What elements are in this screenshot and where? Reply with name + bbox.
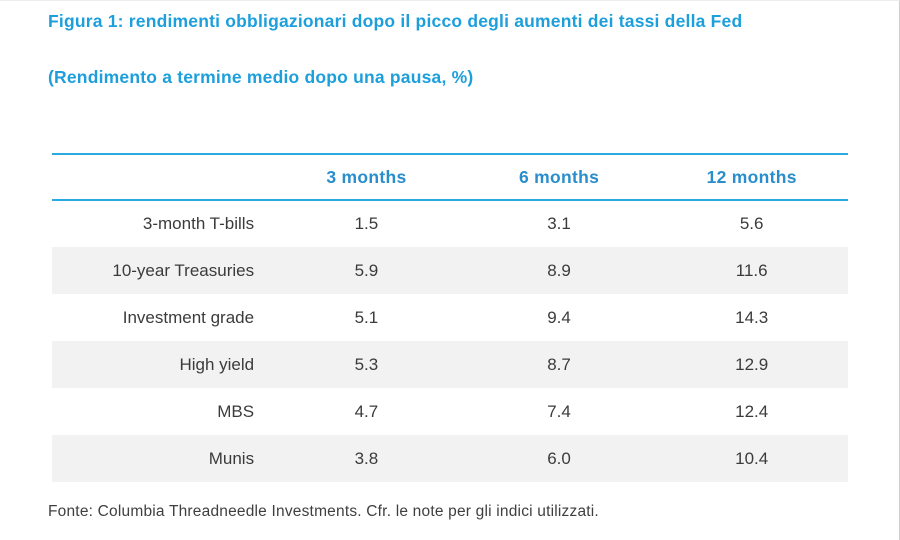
row-label: 3-month T-bills <box>142 214 255 233</box>
row-label: MBS <box>217 401 255 421</box>
source-note: Fonte: Columbia Threadneedle Investments… <box>48 503 599 520</box>
cell-value: 14.3 <box>735 307 769 327</box>
cell-value: 12.4 <box>735 401 769 421</box>
cell-value: 5.9 <box>354 260 379 280</box>
cell-value: 4.7 <box>354 401 379 421</box>
row-label: Investment grade <box>122 307 255 327</box>
cell-value: 12.9 <box>735 354 769 374</box>
cell-value: 1.5 <box>354 214 379 233</box>
cell-value: 3.8 <box>354 448 379 468</box>
table-row: 10-year Treasuries 5.9 8.9 11.6 <box>52 247 848 294</box>
table-row: Munis 3.8 6.0 10.4 <box>52 435 848 482</box>
cell-value: 5.6 <box>739 214 764 233</box>
cell-value: 5.1 <box>354 307 379 327</box>
cell-value: 5.3 <box>354 354 379 374</box>
table-row: MBS 4.7 7.4 12.4 <box>52 388 848 435</box>
figure-title: Figura 1: rendimenti obbligazionari dopo… <box>48 11 743 31</box>
returns-table: 3 months 6 months 12 months 3-month T-bi… <box>52 153 848 482</box>
cell-value: 8.7 <box>547 354 571 374</box>
cell-value: 11.6 <box>735 260 768 280</box>
row-label: Munis <box>208 448 255 468</box>
cell-value: 7.4 <box>547 401 571 421</box>
row-label: High yield <box>179 354 255 374</box>
cell-value: 3.1 <box>547 214 571 233</box>
figure-subtitle: (Rendimento a termine medio dopo una pau… <box>48 67 474 87</box>
col-header-3-months: 3 months <box>270 153 463 201</box>
col-header-empty <box>52 153 271 201</box>
returns-table-container: 3 months 6 months 12 months 3-month T-bi… <box>52 153 848 482</box>
cell-value: 10.4 <box>735 448 769 468</box>
col-header-6-months: 6 months <box>462 153 656 201</box>
table-row: Investment grade 5.1 9.4 14.3 <box>52 294 848 341</box>
table-header-row: 3 months 6 months 12 months <box>52 153 848 201</box>
table-row: High yield 5.3 8.7 12.9 <box>52 341 848 388</box>
cell-value: 9.4 <box>547 307 571 327</box>
cell-value: 8.9 <box>547 260 571 280</box>
col-header-12-months: 12 months <box>655 153 848 201</box>
row-label: 10-year Treasuries <box>112 260 255 280</box>
table-row: 3-month T-bills 1.5 3.1 5.6 <box>52 200 848 247</box>
cell-value: 6.0 <box>547 448 571 468</box>
